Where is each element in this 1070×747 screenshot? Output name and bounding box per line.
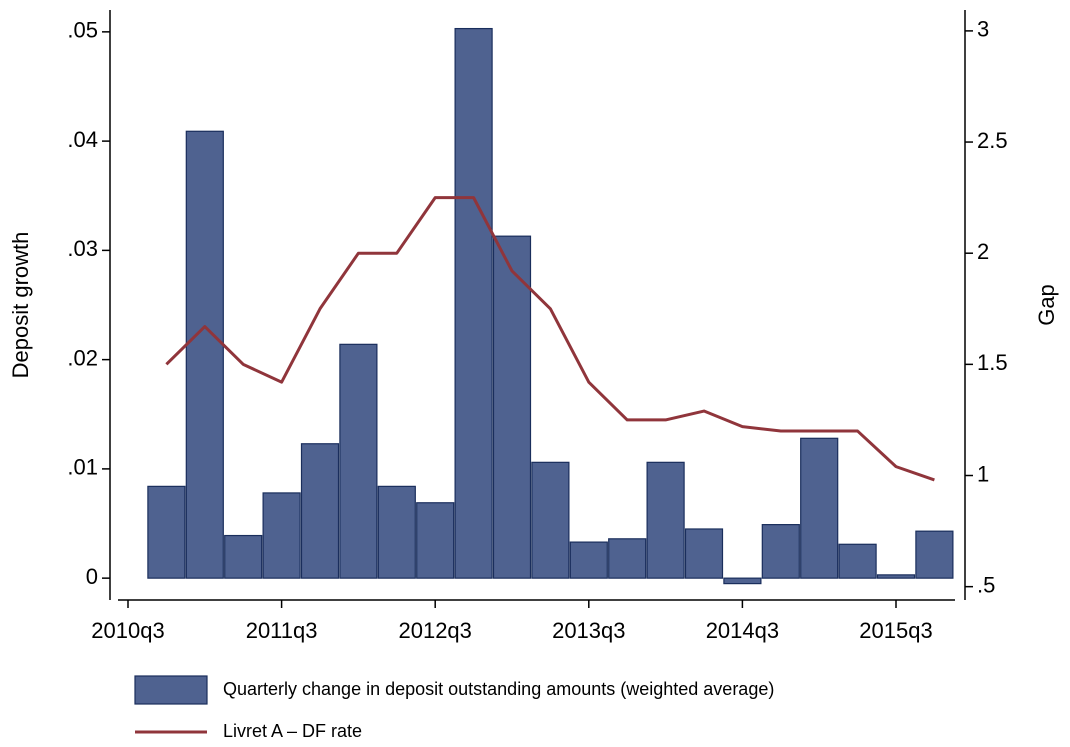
bar: [608, 538, 647, 579]
bar: [262, 492, 301, 579]
bar: [876, 574, 916, 579]
y2-tick-label: 1: [977, 461, 989, 486]
x-tick-label: 2012q3: [398, 618, 471, 643]
bar: [646, 461, 685, 579]
y-tick-label: .03: [67, 236, 98, 261]
bar: [224, 534, 263, 579]
x-tick-label: 2014q3: [706, 618, 779, 643]
y-tick-label: .02: [67, 345, 98, 370]
legend-swatch: [134, 675, 208, 705]
bar: [531, 461, 570, 579]
bar: [377, 485, 416, 579]
bar: [800, 437, 839, 579]
x-tick-label: 2010q3: [91, 618, 164, 643]
bar: [761, 524, 800, 579]
bar: [300, 443, 340, 579]
bar: [454, 27, 493, 579]
y-tick-label: .04: [67, 127, 98, 152]
bar: [684, 528, 724, 579]
bar: [185, 130, 224, 579]
bar: [416, 502, 455, 579]
bar: [492, 235, 532, 579]
y-tick-label: .01: [67, 455, 98, 480]
y-tick-label: .05: [67, 18, 98, 43]
y-axis-label: Deposit growth: [8, 232, 33, 379]
y2-tick-label: .5: [977, 572, 995, 597]
bar: [147, 485, 186, 579]
x-tick-label: 2015q3: [859, 618, 932, 643]
bar: [723, 577, 762, 585]
y2-tick-label: 2.5: [977, 128, 1008, 153]
y2-tick-label: 1.5: [977, 350, 1008, 375]
y2-axis-label: Gap: [1034, 284, 1059, 326]
line: [165, 196, 935, 482]
bar: [569, 541, 608, 579]
legend-label: Livret A – DF rate: [223, 721, 362, 741]
x-tick-label: 2011q3: [246, 618, 318, 643]
legend-label: Quarterly change in deposit outstanding …: [223, 679, 774, 699]
y2-tick-label: 3: [977, 17, 989, 42]
y-tick-label: 0: [86, 564, 98, 589]
bar: [915, 530, 954, 579]
bar: [838, 543, 877, 579]
y2-tick-label: 2: [977, 239, 989, 264]
bar: [339, 343, 378, 579]
x-tick-label: 2013q3: [552, 618, 625, 643]
